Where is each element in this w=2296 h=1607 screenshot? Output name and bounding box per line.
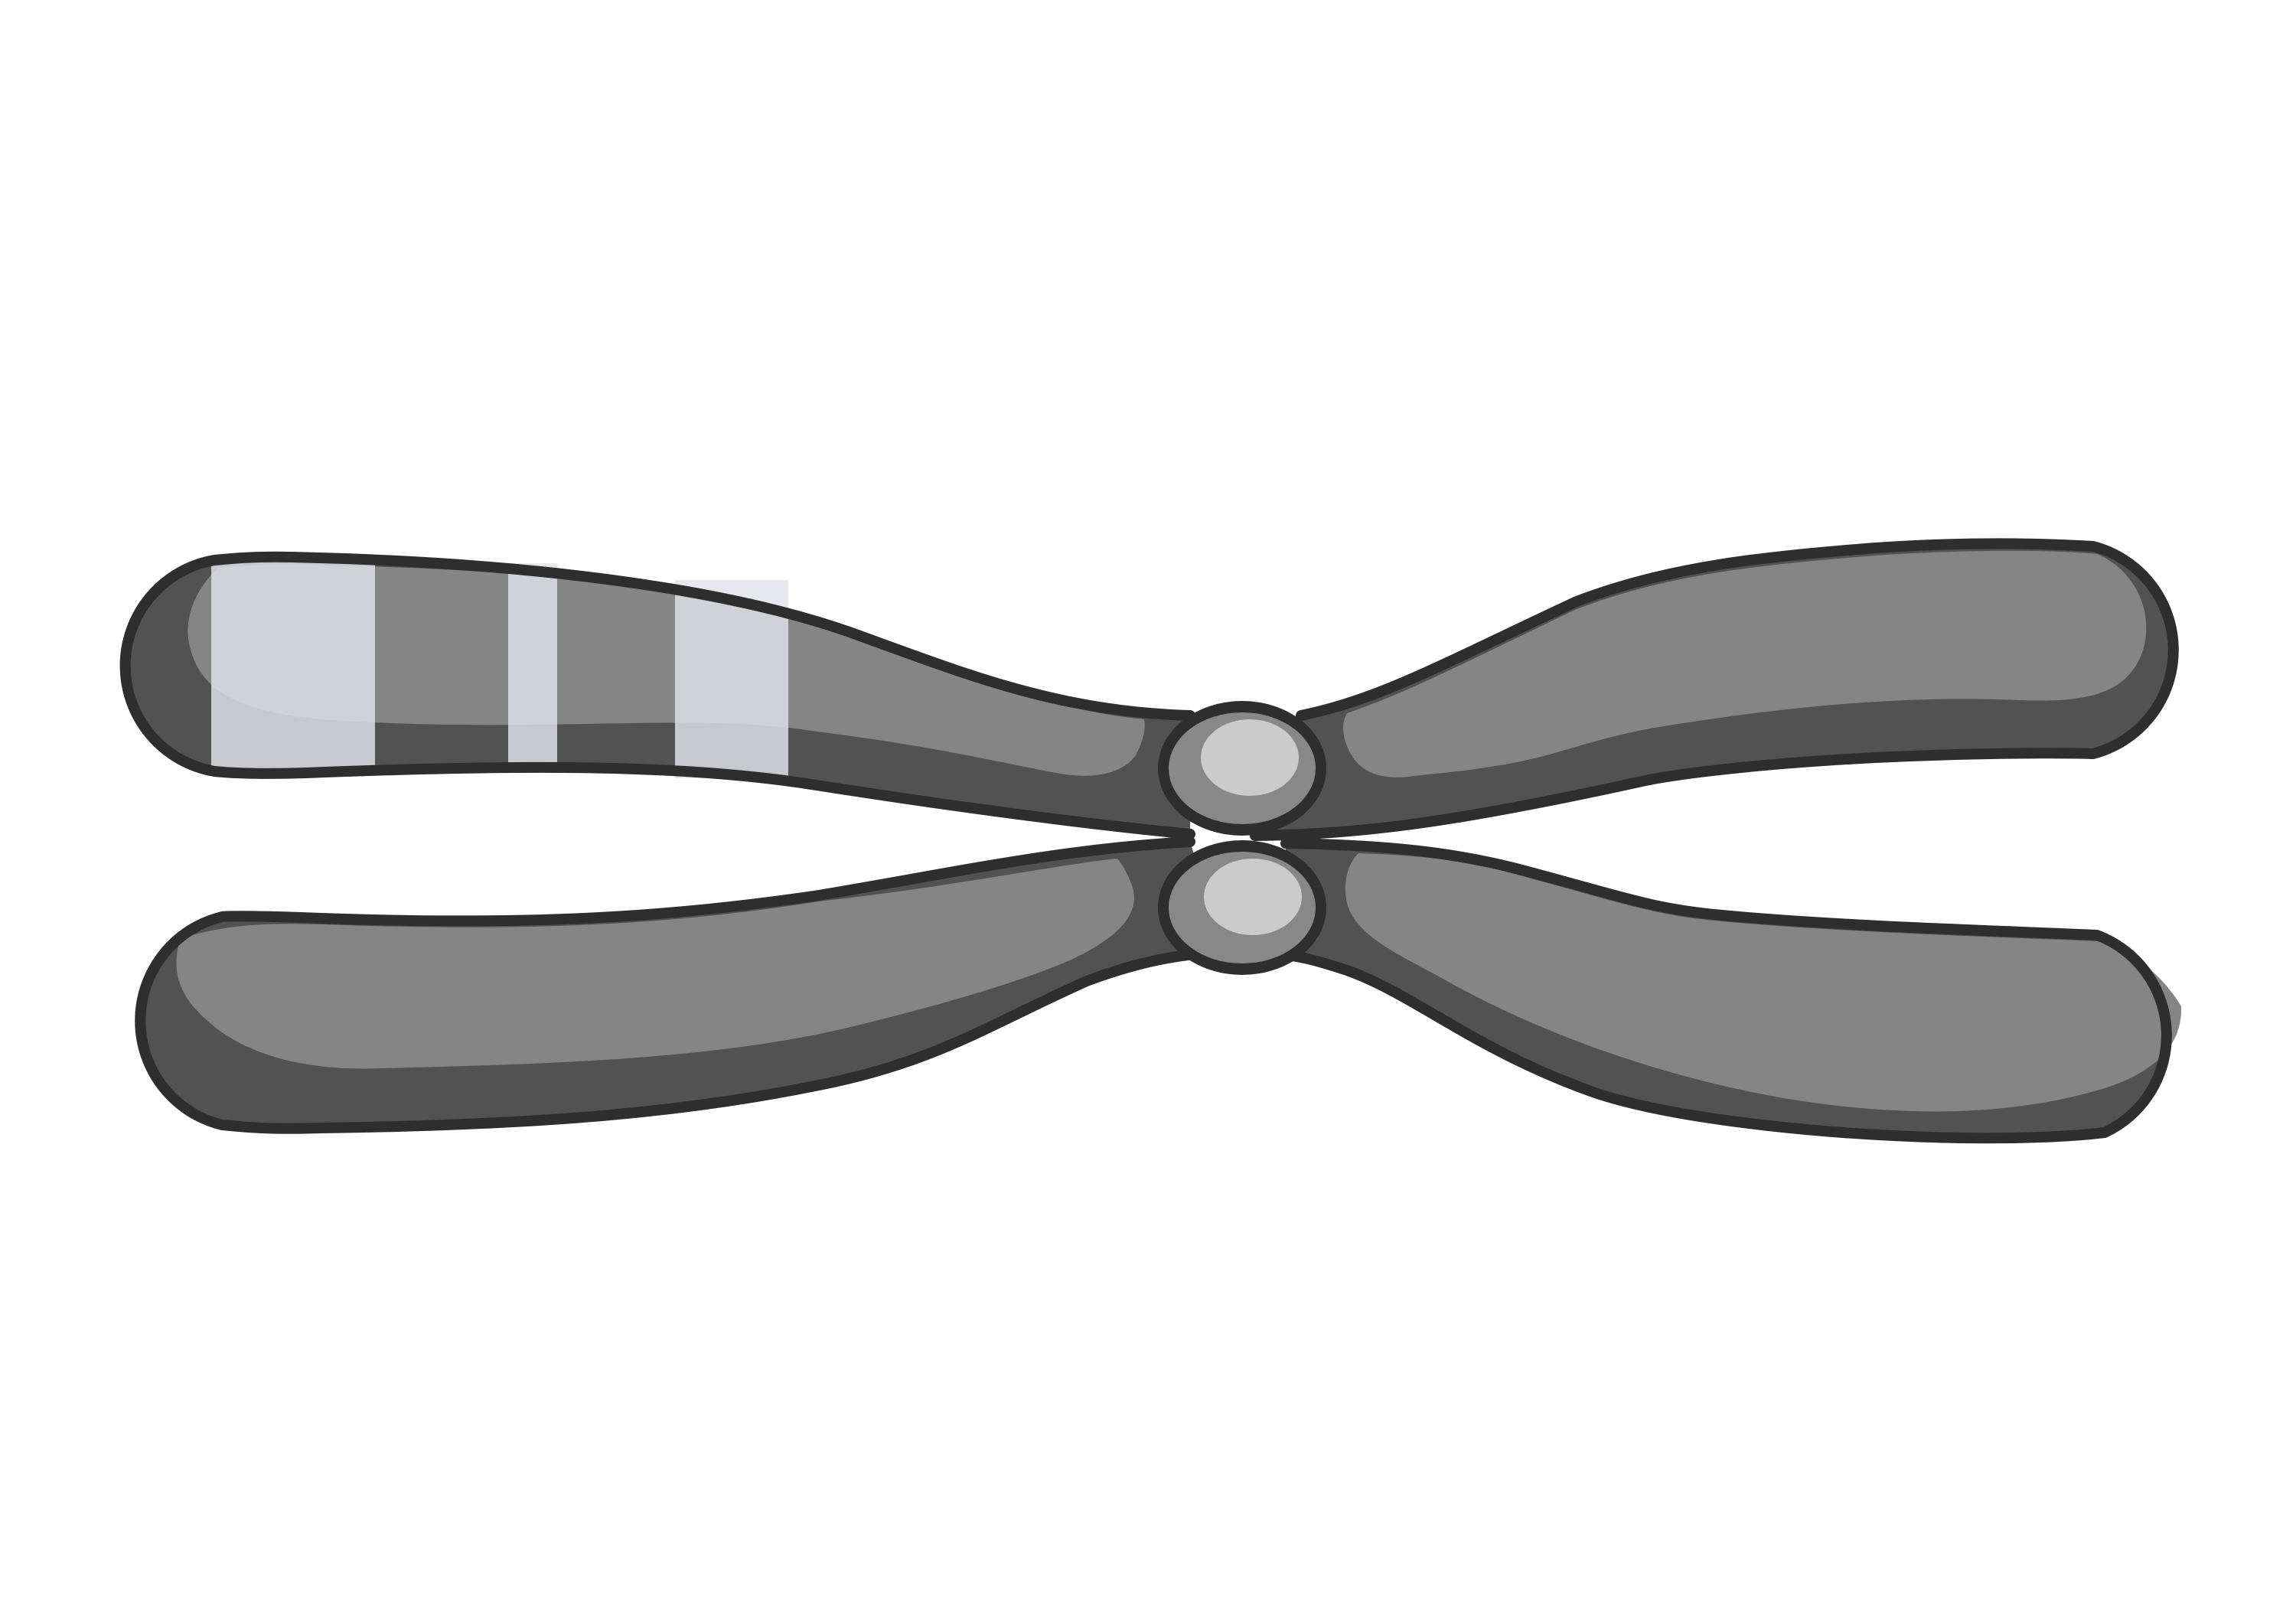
lower-centromere: [1158, 840, 1326, 975]
upper-centromere: [1158, 701, 1326, 836]
upper-left-arm: [119, 551, 1195, 839]
lower-chromatid: [135, 836, 2182, 1144]
upper-right-arm-outline: [1250, 538, 2179, 841]
lower-left-arm-outline: [135, 836, 1230, 1134]
band-1: [211, 557, 375, 772]
band-2: [508, 563, 557, 767]
upper-centromere-highlight: [1201, 719, 1299, 796]
lower-centromere-highlight: [1204, 859, 1302, 935]
upper-chromatid: [119, 538, 2179, 841]
lower-right-arm-highlight: [1345, 853, 2182, 1112]
lower-left-arm-highlight: [176, 859, 1134, 1069]
upper-right-arm-highlight: [1343, 550, 2147, 777]
lower-right-arm-outline: [1280, 838, 2172, 1144]
upper-left-arm-highlight: [188, 565, 1145, 776]
lower-left-arm: [135, 836, 1230, 1134]
upper-left-arm-outline: [119, 551, 1195, 839]
lower-right-arm: [1280, 838, 2182, 1144]
upper-right-arm: [1250, 538, 2179, 841]
